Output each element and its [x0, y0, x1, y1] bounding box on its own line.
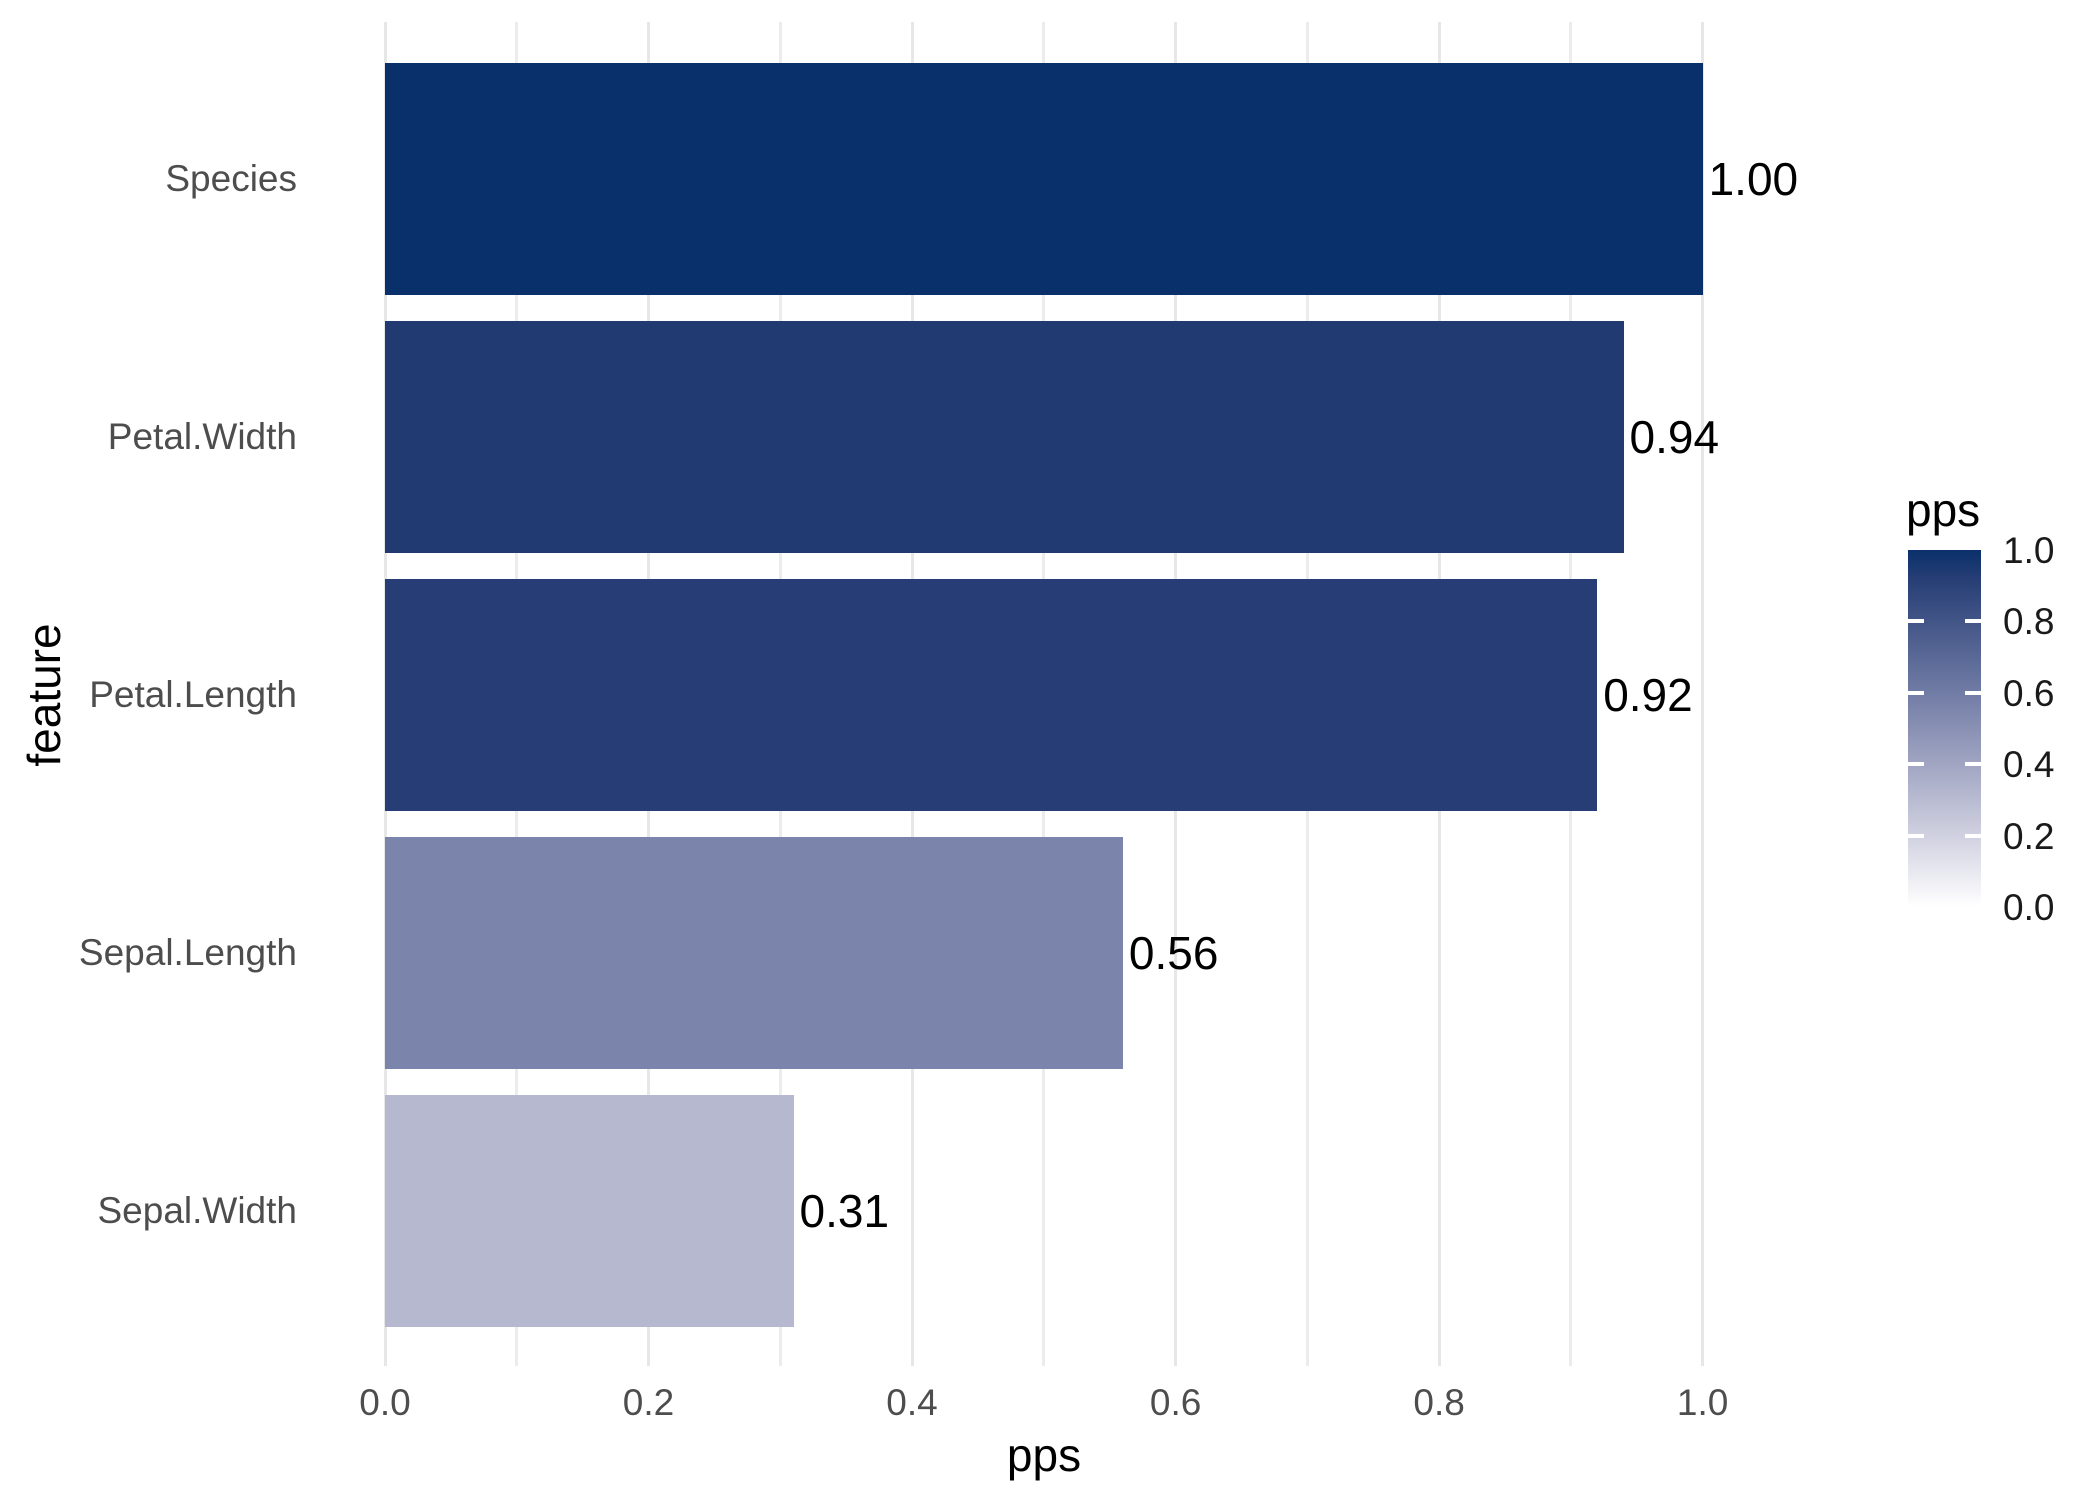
x-axis-tick-label: 0.2 — [622, 1382, 675, 1423]
x-axis-tick-label: 0.8 — [1413, 1382, 1465, 1423]
legend-tick-label: 1.0 — [2003, 530, 2055, 571]
y-axis-label: Sepal.Width — [97, 1190, 298, 1231]
legend-tick-mark — [1908, 619, 1924, 624]
bar-value-label: 0.56 — [1128, 927, 1219, 979]
legend-title: pps — [1906, 484, 1981, 536]
bar-value-label: 1.00 — [1708, 153, 1799, 205]
x-axis-title: pps — [1006, 1429, 1082, 1481]
legend-colorbar — [1908, 550, 1981, 907]
x-axis-tick-label: 0.4 — [886, 1382, 938, 1423]
bar-species — [385, 63, 1703, 295]
bar-petal-width — [385, 321, 1624, 553]
legend-tick-mark — [1965, 833, 1981, 838]
legend-tick-mark — [1908, 762, 1924, 767]
legend-tick-mark — [1908, 690, 1924, 695]
legend-tick-mark — [1908, 833, 1924, 838]
y-axis-label: Sepal.Length — [78, 932, 297, 973]
x-gridline-major — [1701, 22, 1705, 1366]
legend-tick-label: 0.8 — [2003, 601, 2055, 643]
x-axis-tick-label: 0.0 — [359, 1382, 411, 1423]
legend-tick-mark — [1965, 762, 1981, 767]
bar-sepal-length — [385, 837, 1123, 1069]
legend-tick-mark — [1965, 690, 1981, 695]
legend-tick-label: 0.4 — [2003, 744, 2055, 786]
bar-sepal-width — [385, 1095, 794, 1327]
x-axis-tick-label: 0.6 — [1149, 1382, 1202, 1423]
bar-petal-length — [385, 579, 1598, 811]
legend-tick-label: 0.0 — [2003, 887, 2055, 928]
y-axis-label: Petal.Length — [89, 674, 297, 715]
y-axis-label: Petal.Width — [107, 416, 297, 457]
legend-tick-label: 0.6 — [2003, 672, 2055, 714]
legend-tick-mark — [1965, 619, 1981, 624]
bar-value-label: 0.94 — [1629, 411, 1720, 463]
x-axis-tick-label: 1.0 — [1676, 1382, 1729, 1423]
bar-value-label: 0.31 — [799, 1185, 890, 1237]
y-axis-label: Species — [165, 158, 297, 199]
bar-value-label: 0.92 — [1603, 669, 1693, 721]
y-axis-title: feature — [18, 623, 70, 767]
legend-tick-label: 0.2 — [2003, 815, 2055, 857]
